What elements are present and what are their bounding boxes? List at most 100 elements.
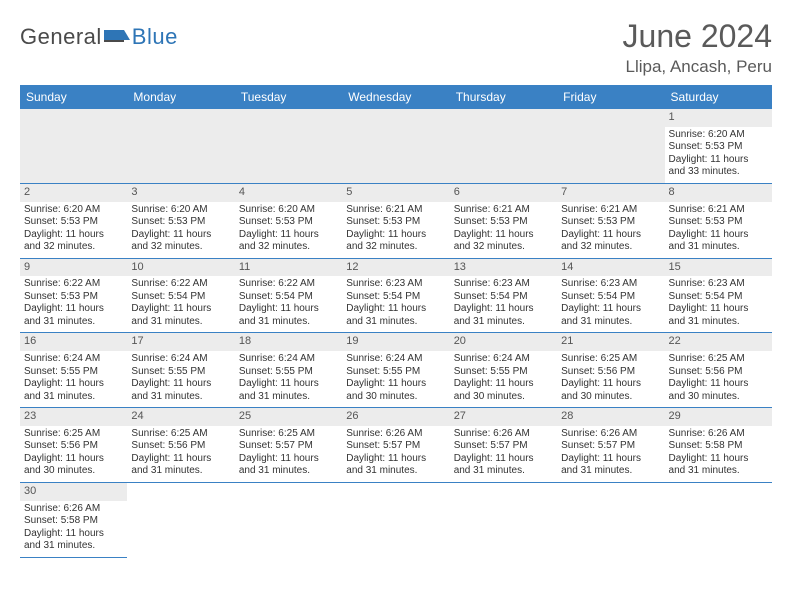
sunset-line: Sunset: 5:53 PM [669, 141, 768, 154]
calendar-day-cell: 2Sunrise: 6:20 AMSunset: 5:53 PMDaylight… [20, 183, 127, 258]
calendar-day-cell: 23Sunrise: 6:25 AMSunset: 5:56 PMDayligh… [20, 408, 127, 483]
sunrise-line: Sunrise: 6:25 AM [561, 353, 660, 366]
day-number: 16 [20, 333, 127, 351]
day-details: Sunrise: 6:26 AMSunset: 5:57 PMDaylight:… [454, 428, 553, 478]
sunrise-line: Sunrise: 6:22 AM [239, 278, 338, 291]
sunrise-line: Sunrise: 6:26 AM [669, 428, 768, 441]
calendar-day-cell: 27Sunrise: 6:26 AMSunset: 5:57 PMDayligh… [450, 408, 557, 483]
sunset-line: Sunset: 5:53 PM [346, 216, 445, 229]
sunset-line: Sunset: 5:53 PM [24, 291, 123, 304]
weekday-header: Saturday [665, 85, 772, 109]
daylight-line-2: and 31 minutes. [24, 316, 123, 329]
sunrise-line: Sunrise: 6:26 AM [454, 428, 553, 441]
day-number: 26 [342, 408, 449, 426]
day-number: 7 [557, 184, 664, 202]
day-details: Sunrise: 6:21 AMSunset: 5:53 PMDaylight:… [561, 204, 660, 254]
daylight-line-1: Daylight: 11 hours [454, 453, 553, 466]
calendar-empty-cell [557, 482, 664, 557]
day-number: 29 [665, 408, 772, 426]
location: Llipa, Ancash, Peru [623, 57, 772, 77]
day-number: 2 [20, 184, 127, 202]
calendar-day-cell: 29 Sunrise: 6:26 AMSunset: 5:58 PMDayligh… [665, 408, 772, 483]
calendar-empty-cell [450, 482, 557, 557]
day-details: Sunrise: 6:22 AMSunset: 5:54 PMDaylight:… [131, 278, 230, 328]
daylight-line-2: and 31 minutes. [239, 465, 338, 478]
daylight-line-1: Daylight: 11 hours [346, 229, 445, 242]
sunset-line: Sunset: 5:57 PM [239, 440, 338, 453]
calendar-day-cell: 26Sunrise: 6:26 AMSunset: 5:57 PMDayligh… [342, 408, 449, 483]
daylight-line-1: Daylight: 11 hours [239, 378, 338, 391]
sunset-line: Sunset: 5:54 PM [239, 291, 338, 304]
weekday-header: Monday [127, 85, 234, 109]
daylight-line-2: and 32 minutes. [454, 241, 553, 254]
sunrise-line: Sunrise: 6:23 AM [454, 278, 553, 291]
day-details: Sunrise: 6:21 AMSunset: 5:53 PMDaylight:… [454, 204, 553, 254]
sunset-line: Sunset: 5:55 PM [454, 366, 553, 379]
sunrise-line: Sunrise: 6:21 AM [561, 204, 660, 217]
calendar-day-cell: 9Sunrise: 6:22 AMSunset: 5:53 PMDaylight… [20, 258, 127, 333]
day-number: 3 [127, 184, 234, 202]
day-details: Sunrise: 6:26 AMSunset: 5:58 PMDaylight:… [669, 428, 768, 478]
sunrise-line: Sunrise: 6:21 AM [454, 204, 553, 217]
day-details: Sunrise: 6:20 AMSunset: 5:53 PMDaylight:… [239, 204, 338, 254]
daylight-line-1: Daylight: 11 hours [669, 453, 768, 466]
daylight-line-1: Daylight: 11 hours [669, 378, 768, 391]
sunset-line: Sunset: 5:54 PM [669, 291, 768, 304]
calendar-empty-cell [20, 109, 127, 183]
sunset-line: Sunset: 5:53 PM [454, 216, 553, 229]
calendar-day-cell: 14Sunrise: 6:23 AMSunset: 5:54 PMDayligh… [557, 258, 664, 333]
calendar-day-cell: 21Sunrise: 6:25 AMSunset: 5:56 PMDayligh… [557, 333, 664, 408]
daylight-line-1: Daylight: 11 hours [131, 453, 230, 466]
day-details: Sunrise: 6:23 AMSunset: 5:54 PMDaylight:… [454, 278, 553, 328]
calendar-empty-cell [235, 109, 342, 183]
daylight-line-2: and 31 minutes. [669, 465, 768, 478]
sunrise-line: Sunrise: 6:23 AM [561, 278, 660, 291]
sunset-line: Sunset: 5:53 PM [669, 216, 768, 229]
daylight-line-1: Daylight: 11 hours [669, 154, 768, 167]
sunset-line: Sunset: 5:58 PM [24, 515, 123, 528]
sunset-line: Sunset: 5:54 PM [454, 291, 553, 304]
sunset-line: Sunset: 5:57 PM [346, 440, 445, 453]
calendar-day-cell: 7 Sunrise: 6:21 AMSunset: 5:53 PMDaylight… [557, 183, 664, 258]
daylight-line-2: and 30 minutes. [669, 391, 768, 404]
sunset-line: Sunset: 5:53 PM [561, 216, 660, 229]
daylight-line-2: and 32 minutes. [131, 241, 230, 254]
sunset-line: Sunset: 5:54 PM [131, 291, 230, 304]
sunrise-line: Sunrise: 6:24 AM [454, 353, 553, 366]
day-details: Sunrise: 6:25 AMSunset: 5:56 PMDaylight:… [131, 428, 230, 478]
sunrise-line: Sunrise: 6:23 AM [669, 278, 768, 291]
sunset-line: Sunset: 5:53 PM [131, 216, 230, 229]
day-number: 25 [235, 408, 342, 426]
sunrise-line: Sunrise: 6:21 AM [669, 204, 768, 217]
daylight-line-1: Daylight: 11 hours [24, 303, 123, 316]
day-details: Sunrise: 6:25 AMSunset: 5:57 PMDaylight:… [239, 428, 338, 478]
weekday-header: Sunday [20, 85, 127, 109]
day-number: 11 [235, 259, 342, 277]
daylight-line-2: and 32 minutes. [346, 241, 445, 254]
daylight-line-1: Daylight: 11 hours [346, 378, 445, 391]
weekday-header: Wednesday [342, 85, 449, 109]
logo-text-blue: Blue [132, 24, 178, 50]
calendar-row: 1Sunrise: 6:20 AMSunset: 5:53 PMDaylight… [20, 109, 772, 183]
day-number: 1 [665, 109, 772, 127]
day-details: Sunrise: 6:24 AMSunset: 5:55 PMDaylight:… [346, 353, 445, 403]
daylight-line-1: Daylight: 11 hours [669, 229, 768, 242]
calendar-row: 30Sunrise: 6:26 AMSunset: 5:58 PMDayligh… [20, 482, 772, 557]
day-details: Sunrise: 6:21 AMSunset: 5:53 PMDaylight:… [346, 204, 445, 254]
flag-icon [104, 26, 130, 49]
daylight-line-1: Daylight: 11 hours [454, 378, 553, 391]
daylight-line-2: and 30 minutes. [561, 391, 660, 404]
daylight-line-1: Daylight: 11 hours [561, 229, 660, 242]
calendar-day-cell: 25 Sunrise: 6:25 AMSunset: 5:57 PMDayligh… [235, 408, 342, 483]
day-number: 5 [342, 184, 449, 202]
calendar-empty-cell [665, 482, 772, 557]
sunrise-line: Sunrise: 6:24 AM [346, 353, 445, 366]
sunset-line: Sunset: 5:54 PM [346, 291, 445, 304]
daylight-line-2: and 31 minutes. [131, 391, 230, 404]
daylight-line-1: Daylight: 11 hours [131, 303, 230, 316]
calendar-empty-cell [235, 482, 342, 557]
calendar-day-cell: 12Sunrise: 6:23 AMSunset: 5:54 PMDayligh… [342, 258, 449, 333]
logo: General Blue [20, 18, 178, 50]
day-number: 30 [20, 483, 127, 501]
day-number: 20 [450, 333, 557, 351]
